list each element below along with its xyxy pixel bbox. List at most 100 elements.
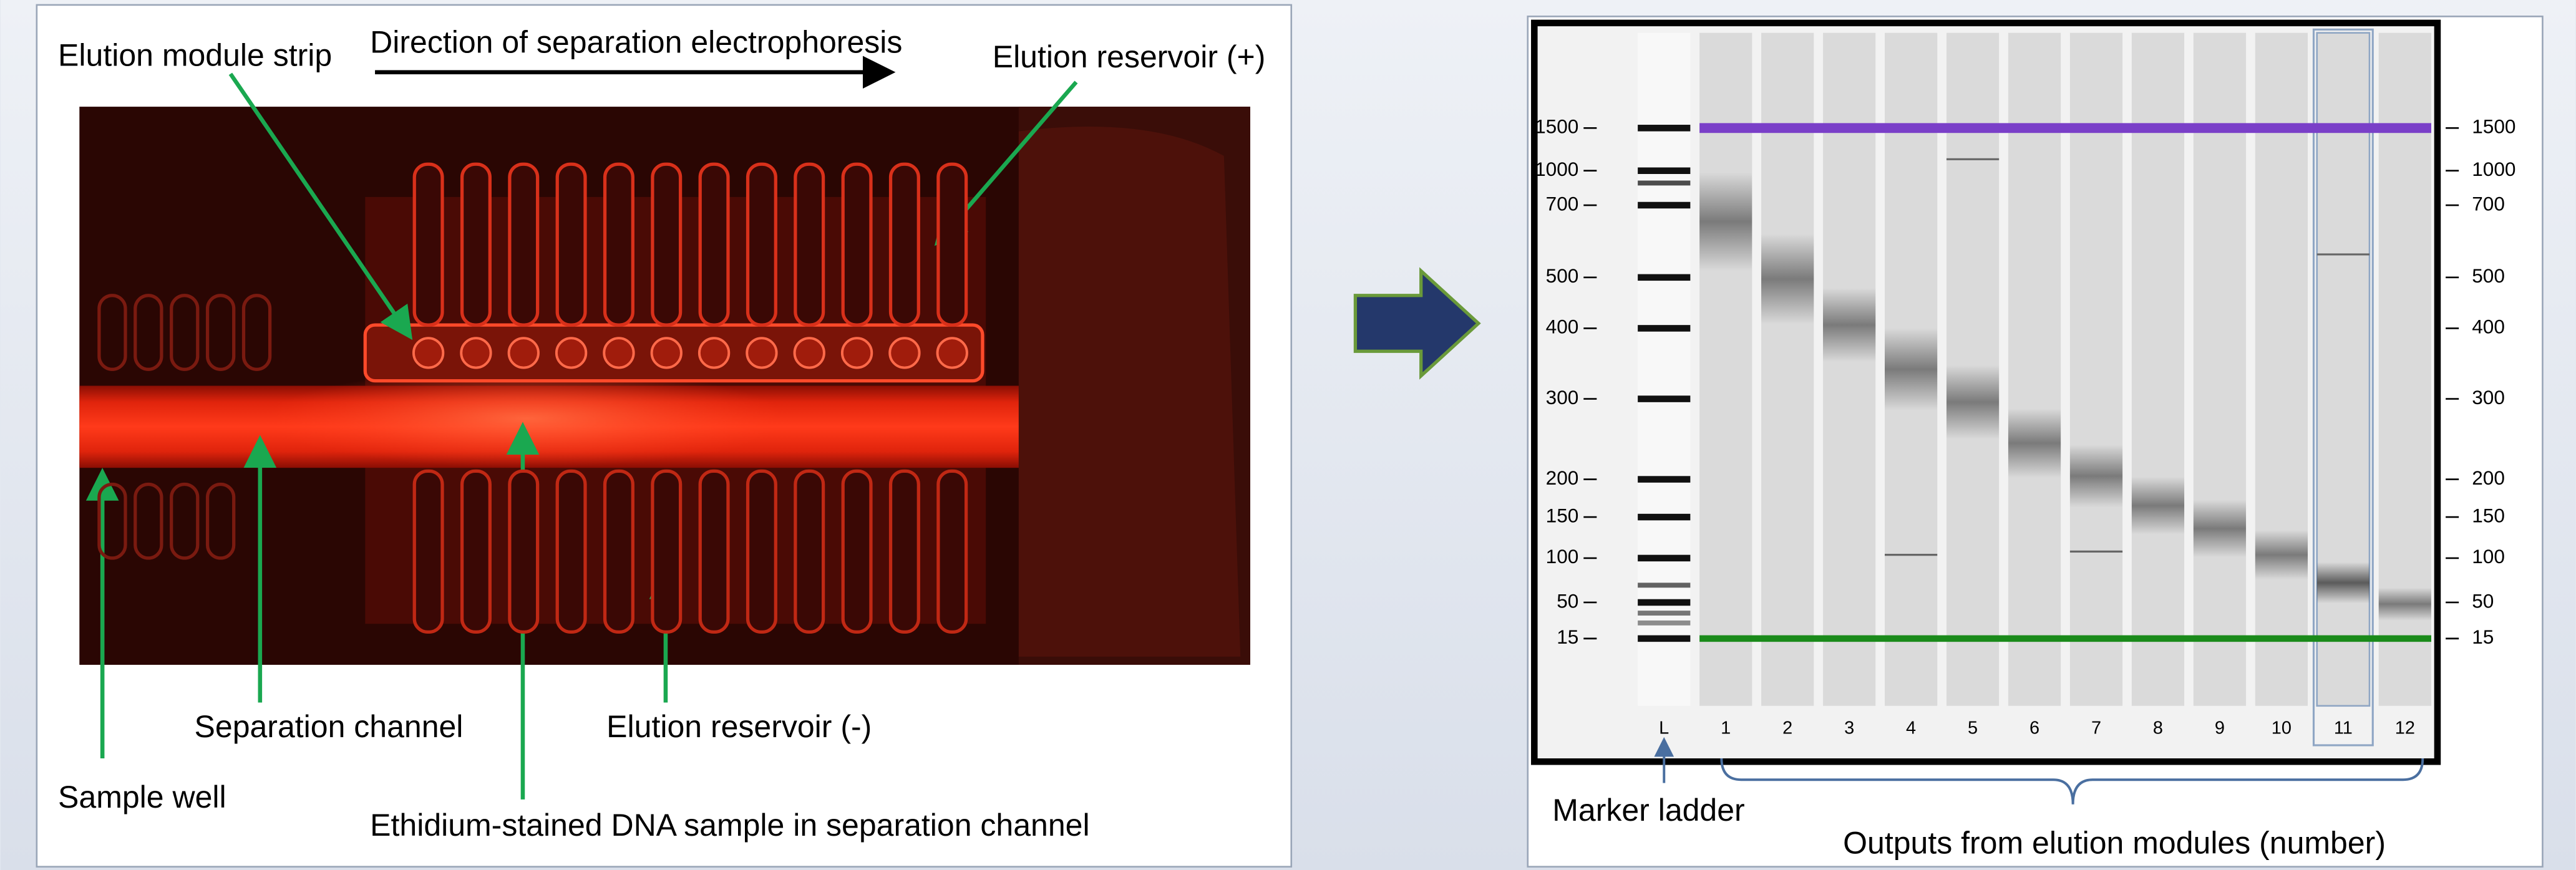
reservoir-tube [795,471,824,632]
ladder-band [1638,125,1690,132]
size-label: 50 [1557,589,1578,612]
sample-smear [2255,530,2308,579]
size-label: 500 [1546,264,1579,287]
ladder-band [1638,476,1690,483]
reservoir-tube [891,164,919,325]
reservoir-tube [605,471,633,632]
sample-smear [1761,234,1814,324]
size-label: 300 [1546,386,1579,408]
ladder-band [1638,611,1690,616]
label: Elution reservoir (-) [606,709,872,744]
ladder-band [1638,167,1690,174]
sample-smear [2008,408,2061,478]
ladder-band [1638,395,1690,402]
size-label: 700 [2472,192,2505,215]
sample-smear [1823,288,1875,362]
size-label: 200 [2472,466,2505,489]
lane-label: 10 [2272,718,2292,738]
size-label: 300 [2472,386,2505,408]
lower-marker [1699,636,2431,642]
lane-label: 2 [1782,718,1792,738]
sample-smear [2379,587,2431,621]
direction-label: Direction of separation electrophoresis [370,24,902,59]
size-label: 100 [2472,545,2505,568]
gel-lane [1761,33,1814,706]
gel-lane [2132,33,2184,706]
size-label: 100 [1546,545,1579,568]
size-label: 1000 [2472,158,2515,180]
ladder-band [1638,582,1690,587]
sample-smear [2070,445,2122,507]
sample-smear [1947,365,1999,439]
ladder-band [1638,274,1690,281]
lane-label: 9 [2215,718,2225,738]
module-well [699,338,729,367]
module-well [414,338,443,367]
size-label: 15 [1557,626,1578,648]
label: Elution reservoir (+) [993,39,1266,74]
gel-lane [1699,33,1752,706]
reservoir-tube [653,164,681,325]
reservoir-tube [462,471,490,632]
reservoir-tube [700,471,728,632]
sample-smear [1699,172,1752,271]
gel-lane [2070,33,2122,706]
size-label: 150 [1546,504,1579,526]
label: Separation channel [195,709,464,744]
module-well [557,338,586,367]
reservoir-tube [605,164,633,325]
reservoir-tube [843,471,871,632]
lane-label: 6 [2029,718,2039,738]
gel-lane [2194,33,2246,706]
ladder-band [1638,325,1690,332]
page: {"left_panel":{"direction_label":"Direct… [0,0,2576,870]
label: Sample well [58,780,226,814]
lane-label: 8 [2153,718,2163,738]
gel-lane [1823,33,1875,706]
lane-label: 3 [1844,718,1854,738]
reservoir-tube [414,471,442,632]
label: Elution module strip [58,37,332,72]
sample-smear [2317,562,2369,603]
ladder-band [1638,636,1690,642]
ladder-band [1638,599,1690,606]
module-well [509,338,538,367]
lane-label: L [1659,718,1669,738]
module-well [795,338,824,367]
size-label: 700 [1546,192,1579,215]
module-well [652,338,681,367]
gel-lane [2008,33,2061,706]
sample-smear [2194,500,2246,557]
size-label: 500 [2472,264,2505,287]
gel-lane [2317,33,2369,706]
size-label: 400 [1546,316,1579,338]
lane-label: 5 [1968,718,1978,738]
lane-label: 7 [2091,718,2101,738]
size-label: 15 [2472,626,2494,648]
module-well [890,338,919,367]
reservoir-tube [843,164,871,325]
reservoir-tube [891,471,919,632]
reservoir-tube [938,471,966,632]
reservoir-tube [557,471,585,632]
size-label: 50 [2472,589,2494,612]
size-label: 1000 [1535,158,1578,180]
module-well [747,338,776,367]
size-label: 1500 [1535,115,1578,138]
ladder-band [1638,514,1690,521]
ladder-band [1638,181,1690,186]
module-well [461,338,490,367]
caption: Outputs from elution modules (number) [1843,826,2386,861]
ladder-band [1638,621,1690,626]
module-well [842,338,872,367]
glow-highlight [263,369,789,468]
upper-marker [1699,123,2431,133]
reservoir-tube [462,164,490,325]
reservoir-tube [700,164,728,325]
sample-smear [1885,328,1937,410]
figure: Direction of separation electrophoresis … [0,0,2576,870]
reservoir-tube [510,164,538,325]
lane-label: 12 [2395,718,2415,738]
gel-lane [2255,33,2308,706]
lane-label: 1 [1721,718,1731,738]
